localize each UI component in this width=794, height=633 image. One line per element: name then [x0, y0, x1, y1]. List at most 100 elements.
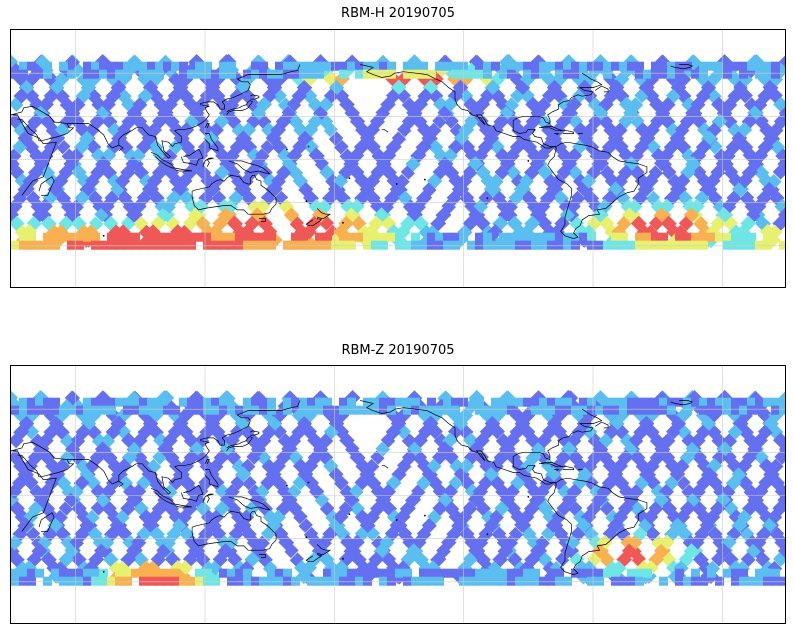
- swath-cell: [187, 232, 196, 242]
- swath-cell: [443, 240, 452, 250]
- swath-cell: [706, 71, 722, 87]
- swath-cell: [327, 182, 343, 197]
- swath-cell: [587, 97, 603, 112]
- swath-cell: [456, 173, 473, 189]
- coastline: [305, 218, 323, 227]
- coastline: [554, 469, 560, 472]
- swath-cell: [763, 240, 772, 250]
- swath-cell: [99, 397, 108, 407]
- swath-cell: [419, 61, 428, 71]
- swath-cell: [136, 475, 152, 491]
- swath-cell: [168, 173, 185, 189]
- swath-cell: [513, 181, 529, 198]
- swath-cell: [11, 240, 20, 250]
- swath-cell: [478, 190, 494, 206]
- swath-cell: [333, 173, 349, 189]
- swath-cell: [315, 61, 324, 71]
- swath-cell: [147, 397, 156, 407]
- swath-cell: [428, 475, 443, 491]
- swath-cell: [314, 492, 330, 508]
- swath-cell: [651, 61, 660, 71]
- swath-cell: [19, 232, 28, 242]
- swath-cell: [161, 535, 176, 550]
- swath-cell: [611, 232, 620, 242]
- swath-cell: [449, 458, 465, 474]
- swath-cell: [256, 433, 272, 448]
- swath-cell: [650, 114, 665, 129]
- swath-cell: [355, 458, 371, 474]
- swath-cell: [231, 122, 247, 138]
- swath-cell: [179, 526, 195, 542]
- swath-cell: [667, 69, 676, 79]
- swath-cell: [674, 122, 690, 138]
- swath-cell: [505, 164, 521, 181]
- swath-cell: [715, 232, 724, 242]
- swath-cell: [427, 240, 436, 250]
- swath-cell: [363, 69, 372, 79]
- swath-cell: [298, 182, 314, 198]
- swath-cell: [107, 232, 116, 242]
- swath-cell: [635, 240, 644, 250]
- swath-cell: [83, 232, 92, 242]
- map-frame-bottom: [10, 365, 786, 624]
- swath-cell: [371, 148, 386, 163]
- swath-cell: [605, 509, 620, 525]
- swath-cell: [291, 61, 300, 71]
- swath-cell: [325, 509, 340, 525]
- swath-cell: [458, 88, 474, 104]
- swath-cell: [499, 492, 515, 508]
- swath-cell: [131, 568, 140, 578]
- swath-cell: [359, 466, 375, 483]
- swath-cell: [155, 568, 164, 578]
- swath-cell: [395, 224, 411, 240]
- swath-cell: [390, 415, 407, 432]
- swath-cell: [153, 96, 169, 113]
- swath-cell: [483, 576, 492, 586]
- swath-cell: [67, 232, 76, 242]
- swath-cell: [70, 96, 86, 112]
- swath-cell: [347, 240, 356, 250]
- swath-cell: [619, 232, 628, 242]
- swath-cell: [203, 568, 212, 578]
- swath-cell: [171, 61, 180, 71]
- swath-cell: [23, 509, 38, 525]
- swath-cell: [403, 240, 412, 250]
- swath-cell: [427, 69, 436, 79]
- swath-cell: [212, 215, 228, 232]
- swath-cell: [598, 433, 614, 448]
- swath-cell: [515, 80, 530, 95]
- swath-cell: [515, 568, 524, 578]
- swath-cell: [13, 122, 29, 138]
- swath-cell: [560, 543, 575, 559]
- swath-cell: [107, 509, 122, 525]
- swath-cell: [401, 97, 417, 112]
- swath-cell: [267, 416, 282, 431]
- swath-cell: [607, 466, 623, 483]
- swath-cell: [58, 551, 74, 568]
- swath-cell: [291, 69, 300, 79]
- swath-cell: [115, 61, 124, 71]
- swath-cell: [523, 61, 532, 71]
- swath-cell: [152, 114, 167, 129]
- swath-cell: [275, 69, 284, 79]
- swath-cell: [576, 182, 591, 197]
- swath-cell: [115, 568, 124, 578]
- swath-cell: [483, 69, 492, 79]
- swath-cell: [556, 165, 572, 180]
- coastlines: [11, 400, 694, 575]
- swath-cell: [554, 215, 570, 232]
- swath-cell: [475, 405, 484, 415]
- swath-cell: [603, 240, 612, 250]
- swath-cell: [267, 405, 276, 415]
- swath-cell: [416, 526, 432, 542]
- swath-cell: [635, 232, 644, 242]
- swath-cell: [386, 407, 401, 423]
- swath-cell: [339, 397, 348, 407]
- swath-cell: [435, 232, 444, 242]
- swath-cell: [271, 509, 286, 525]
- swath-cell: [91, 397, 100, 407]
- swath-cell: [275, 576, 284, 586]
- swath-cell: [523, 232, 532, 242]
- swath-cell: [699, 61, 708, 71]
- swath-cell: [139, 61, 148, 71]
